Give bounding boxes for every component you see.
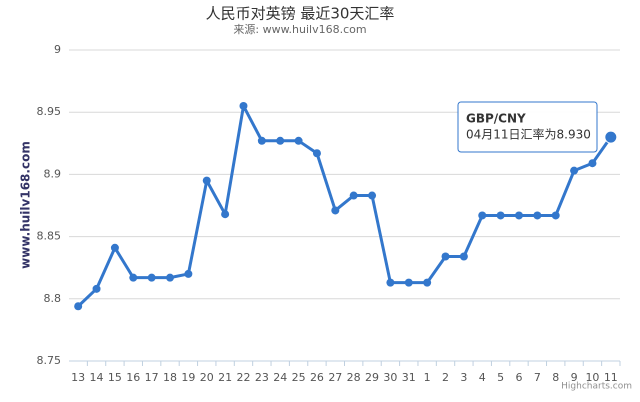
x-tick-label: 27 bbox=[328, 371, 342, 384]
x-tick-label: 3 bbox=[460, 371, 467, 384]
x-tick-label: 8 bbox=[552, 371, 559, 384]
x-tick-label: 13 bbox=[71, 371, 85, 384]
point bbox=[147, 273, 156, 282]
x-tick-label: 21 bbox=[218, 371, 232, 384]
x-tick-label: 28 bbox=[347, 371, 361, 384]
x-tick-label: 14 bbox=[90, 371, 104, 384]
point bbox=[459, 252, 468, 261]
point bbox=[386, 278, 395, 287]
x-tick-label: 4 bbox=[479, 371, 486, 384]
point bbox=[294, 136, 303, 145]
x-tick-label: 22 bbox=[236, 371, 250, 384]
point bbox=[129, 273, 138, 282]
point bbox=[184, 269, 193, 278]
y-tick-label: 8.85 bbox=[37, 230, 62, 243]
x-tick-label: 5 bbox=[497, 371, 504, 384]
x-tick-label: 31 bbox=[402, 371, 416, 384]
point bbox=[221, 210, 230, 219]
point bbox=[570, 166, 579, 175]
point bbox=[514, 211, 523, 220]
point bbox=[533, 211, 542, 220]
point bbox=[74, 302, 83, 311]
point bbox=[604, 130, 618, 144]
x-tick-label: 15 bbox=[108, 371, 122, 384]
y-tick-label: 9 bbox=[54, 43, 61, 56]
point bbox=[349, 191, 358, 200]
point bbox=[551, 211, 560, 220]
point bbox=[92, 284, 101, 293]
chart-title: 人民币对英镑 最近30天汇率 bbox=[206, 5, 395, 23]
x-tick-label: 26 bbox=[310, 371, 324, 384]
x-tick-label: 7 bbox=[534, 371, 541, 384]
x-tick-label: 18 bbox=[163, 371, 177, 384]
x-tick-label: 25 bbox=[292, 371, 306, 384]
point bbox=[331, 206, 340, 215]
x-tick-label: 29 bbox=[365, 371, 379, 384]
point bbox=[202, 176, 211, 185]
point bbox=[257, 136, 266, 145]
x-tick-label: 16 bbox=[126, 371, 140, 384]
point bbox=[368, 191, 377, 200]
x-tick-label: 24 bbox=[273, 371, 287, 384]
point bbox=[441, 252, 450, 261]
tooltip-text: 04月11日汇率为8.930 bbox=[466, 127, 591, 142]
x-tick-label: 9 bbox=[571, 371, 578, 384]
point bbox=[404, 278, 413, 287]
x-tick-label: 23 bbox=[255, 371, 269, 384]
tooltip-box bbox=[457, 101, 598, 153]
credits: Highcharts.com bbox=[561, 382, 632, 392]
y-axis-label: www.huilv168.com bbox=[19, 141, 33, 269]
x-tick-label: 11 bbox=[604, 371, 618, 384]
y-tick-label: 8.95 bbox=[37, 105, 62, 118]
point bbox=[423, 278, 432, 287]
point bbox=[276, 136, 285, 145]
y-tick-label: 8.75 bbox=[37, 354, 62, 367]
x-tick-label: 30 bbox=[383, 371, 397, 384]
y-tick-label: 8.8 bbox=[44, 292, 62, 305]
x-tick-label: 6 bbox=[515, 371, 522, 384]
point bbox=[496, 211, 505, 220]
point bbox=[110, 243, 119, 252]
x-tick-label: 2 bbox=[442, 371, 449, 384]
tooltip-title: GBP/CNY bbox=[466, 112, 526, 126]
point bbox=[312, 149, 321, 158]
chart-subtitle: 来源: www.huilv168.com bbox=[233, 22, 366, 36]
point bbox=[239, 101, 248, 110]
point bbox=[588, 159, 597, 168]
x-tick-label: 1 bbox=[424, 371, 431, 384]
point bbox=[166, 273, 175, 282]
x-tick-label: 17 bbox=[145, 371, 159, 384]
x-tick-label: 10 bbox=[585, 371, 599, 384]
x-tick-label: 20 bbox=[200, 371, 214, 384]
x-tick-label: 19 bbox=[181, 371, 195, 384]
point bbox=[478, 211, 487, 220]
y-tick-label: 8.9 bbox=[44, 167, 62, 180]
